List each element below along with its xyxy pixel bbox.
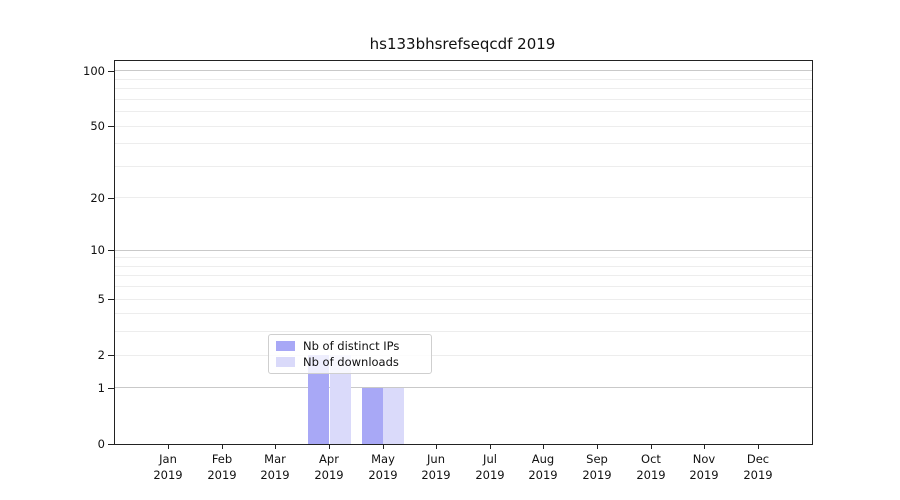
x-tick-label: Jul 2019: [475, 452, 505, 482]
x-tick-label: Aug 2019: [528, 452, 558, 482]
x-tick-mark: [758, 444, 759, 449]
y-tick-mark: [108, 250, 114, 251]
y-tick-label: 1: [97, 381, 105, 395]
x-tick-label: Jan 2019: [153, 452, 183, 482]
gridline-minor: [115, 79, 812, 80]
y-tick-label: 20: [90, 191, 105, 205]
gridline-minor: [115, 355, 812, 356]
y-tick-label: 100: [83, 64, 105, 78]
legend-swatch-distinct-ips-icon: [276, 341, 295, 351]
y-tick-mark: [108, 71, 114, 72]
x-tick-mark: [490, 444, 491, 449]
gridline-minor: [115, 111, 812, 112]
bar-distinct-ips: [308, 355, 330, 444]
gridline-minor: [115, 197, 812, 198]
gridline-minor: [115, 266, 812, 267]
y-tick-mark: [108, 126, 114, 127]
gridline-minor: [115, 88, 812, 89]
y-tick-mark: [108, 388, 114, 389]
gridline-minor: [115, 331, 812, 332]
legend-item-distinct-ips: Nb of distinct IPs: [276, 339, 424, 353]
y-tick-mark: [108, 299, 114, 300]
y-tick-label: 2: [97, 348, 105, 362]
x-tick-mark: [383, 444, 384, 449]
legend-label-downloads: Nb of downloads: [303, 355, 399, 369]
y-tick-mark: [108, 355, 114, 356]
gridline-major: [115, 70, 812, 71]
y-tick-label: 50: [90, 119, 105, 133]
y-tick-label: 5: [97, 292, 105, 306]
gridline-minor: [115, 143, 812, 144]
x-tick-mark: [329, 444, 330, 449]
x-tick-label: Dec 2019: [743, 452, 773, 482]
gridline-minor: [115, 257, 812, 258]
x-tick-label: Feb 2019: [207, 452, 237, 482]
x-tick-label: Oct 2019: [636, 452, 666, 482]
gridline-minor: [115, 275, 812, 276]
x-tick-label: May 2019: [368, 452, 398, 482]
legend: Nb of distinct IPs Nb of downloads: [268, 334, 432, 374]
gridline-minor: [115, 299, 812, 300]
x-tick-mark: [597, 444, 598, 449]
x-tick-mark: [222, 444, 223, 449]
x-tick-label: Nov 2019: [689, 452, 719, 482]
y-tick-label: 0: [97, 437, 105, 451]
chart-title: hs133bhsrefseqcdf 2019: [369, 35, 556, 53]
legend-swatch-downloads-icon: [276, 357, 295, 367]
y-tick-mark: [108, 444, 114, 445]
x-tick-mark: [651, 444, 652, 449]
gridline-minor: [115, 99, 812, 100]
legend-item-downloads: Nb of downloads: [276, 355, 424, 369]
bar-downloads: [383, 388, 405, 444]
gridline-minor: [115, 166, 812, 167]
x-tick-label: Jun 2019: [421, 452, 451, 482]
bar-distinct-ips: [361, 388, 383, 444]
x-tick-label: Mar 2019: [260, 452, 290, 482]
x-tick-mark: [275, 444, 276, 449]
plot-area: 0 1 2 5 10 20 50 100 Jan 2019 Feb 2019 Mar 2019 Apr…: [83, 60, 813, 482]
x-tick-mark: [543, 444, 544, 449]
gridline-major: [115, 250, 812, 251]
gridline-minor: [115, 286, 812, 287]
x-tick-mark: [168, 444, 169, 449]
gridline-major: [115, 387, 812, 388]
legend-label-distinct-ips: Nb of distinct IPs: [303, 339, 400, 353]
x-tick-mark: [704, 444, 705, 449]
y-tick-mark: [108, 198, 114, 199]
gridline-minor: [115, 126, 812, 127]
x-tick-mark: [436, 444, 437, 449]
x-tick-label: Apr 2019: [314, 452, 344, 482]
x-tick-label: Sep 2019: [582, 452, 612, 482]
y-tick-label: 10: [90, 243, 105, 257]
bar-downloads: [329, 355, 351, 444]
gridline-minor: [115, 313, 812, 314]
